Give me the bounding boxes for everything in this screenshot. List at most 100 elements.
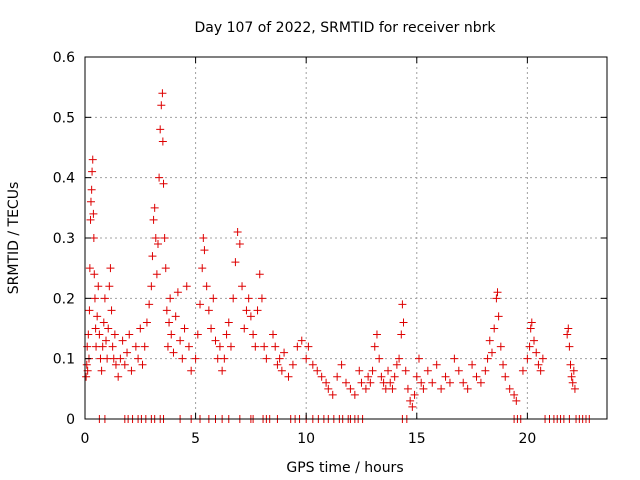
data-point — [570, 384, 579, 393]
data-point — [536, 366, 545, 375]
data-point — [176, 336, 185, 345]
data-point — [302, 354, 311, 363]
y-tick-label: 0.6 — [53, 50, 75, 66]
data-point — [527, 318, 536, 327]
data-point — [532, 348, 541, 357]
data-point — [355, 366, 364, 375]
data-point — [136, 324, 145, 333]
axis-ticks: 0 0.1 0.2 0.3 0.4 0.5 0.6 0 5 10 15 20 — [53, 50, 607, 447]
data-point — [209, 294, 218, 303]
data-point — [277, 366, 286, 375]
data-point — [100, 294, 109, 303]
data-point — [512, 396, 521, 405]
data-point — [392, 360, 401, 369]
data-point — [106, 264, 115, 273]
data-point — [88, 167, 97, 176]
data-point — [406, 396, 415, 405]
data-point — [89, 234, 98, 242]
data-point — [566, 360, 575, 369]
data-point — [178, 354, 187, 363]
data-point — [98, 342, 107, 351]
data-point — [242, 306, 251, 315]
data-point — [487, 348, 496, 357]
data-point — [152, 270, 161, 279]
data-point — [155, 173, 164, 182]
data-point — [224, 318, 233, 327]
data-point — [483, 354, 492, 363]
data-point — [163, 342, 172, 351]
data-point — [494, 312, 503, 321]
data-point — [198, 264, 207, 273]
data-point — [493, 288, 502, 297]
data-point — [120, 360, 129, 369]
chart-title: Day 107 of 2022, SRMTID for receiver nbr… — [194, 20, 496, 36]
data-point — [476, 378, 485, 387]
data-point — [313, 366, 322, 375]
data-point — [490, 324, 499, 333]
data-point — [428, 378, 437, 387]
data-point — [145, 300, 154, 309]
data-point — [350, 390, 359, 399]
data-point — [123, 348, 132, 357]
data-point — [468, 360, 477, 369]
data-point — [86, 197, 95, 206]
data-point — [423, 366, 432, 375]
data-point — [364, 372, 373, 381]
data-point — [153, 240, 162, 249]
data-point — [346, 384, 355, 393]
data-point — [138, 360, 147, 369]
data-point — [262, 354, 271, 363]
data-point — [275, 354, 284, 363]
data-point — [84, 330, 93, 339]
data-point — [91, 324, 100, 333]
data-point — [437, 384, 446, 393]
data-point — [204, 306, 213, 315]
data-point — [251, 342, 260, 351]
data-point — [390, 372, 399, 381]
data-point — [235, 240, 244, 249]
data-point — [158, 137, 167, 146]
data-point — [395, 354, 404, 363]
data-point — [269, 330, 278, 339]
data-point — [199, 234, 208, 242]
data-point — [361, 384, 370, 393]
data-point — [142, 318, 151, 327]
data-point — [116, 354, 125, 363]
data-point — [169, 348, 178, 357]
data-point — [523, 354, 532, 363]
data-point — [496, 342, 505, 351]
data-point — [202, 282, 211, 291]
data-point — [102, 336, 111, 345]
data-point — [255, 270, 264, 279]
data-point — [222, 330, 231, 339]
y-tick-label: 0.2 — [53, 291, 75, 307]
data-point — [156, 125, 165, 134]
x-tick-label: 10 — [297, 431, 315, 447]
data-point — [472, 372, 481, 381]
data-point — [127, 366, 136, 375]
data-point — [238, 282, 247, 291]
data-point — [432, 360, 441, 369]
data-point — [229, 294, 238, 303]
data-point — [505, 384, 514, 393]
x-tick-label: 15 — [408, 431, 426, 447]
data-point — [386, 378, 395, 387]
y-tick-label: 0.1 — [53, 352, 75, 368]
data-point — [414, 354, 423, 363]
data-point — [161, 264, 170, 273]
data-point — [253, 306, 262, 315]
data-point — [191, 354, 200, 363]
data-point — [375, 354, 384, 363]
data-point — [89, 209, 98, 218]
data-point — [83, 342, 92, 351]
data-point — [166, 294, 175, 303]
data-point — [288, 360, 297, 369]
data-point — [501, 372, 510, 381]
data-point — [408, 402, 417, 411]
data-point — [90, 294, 99, 303]
data-point — [366, 378, 375, 387]
data-point — [450, 354, 459, 363]
data-point — [481, 366, 490, 375]
data-point — [384, 366, 393, 375]
